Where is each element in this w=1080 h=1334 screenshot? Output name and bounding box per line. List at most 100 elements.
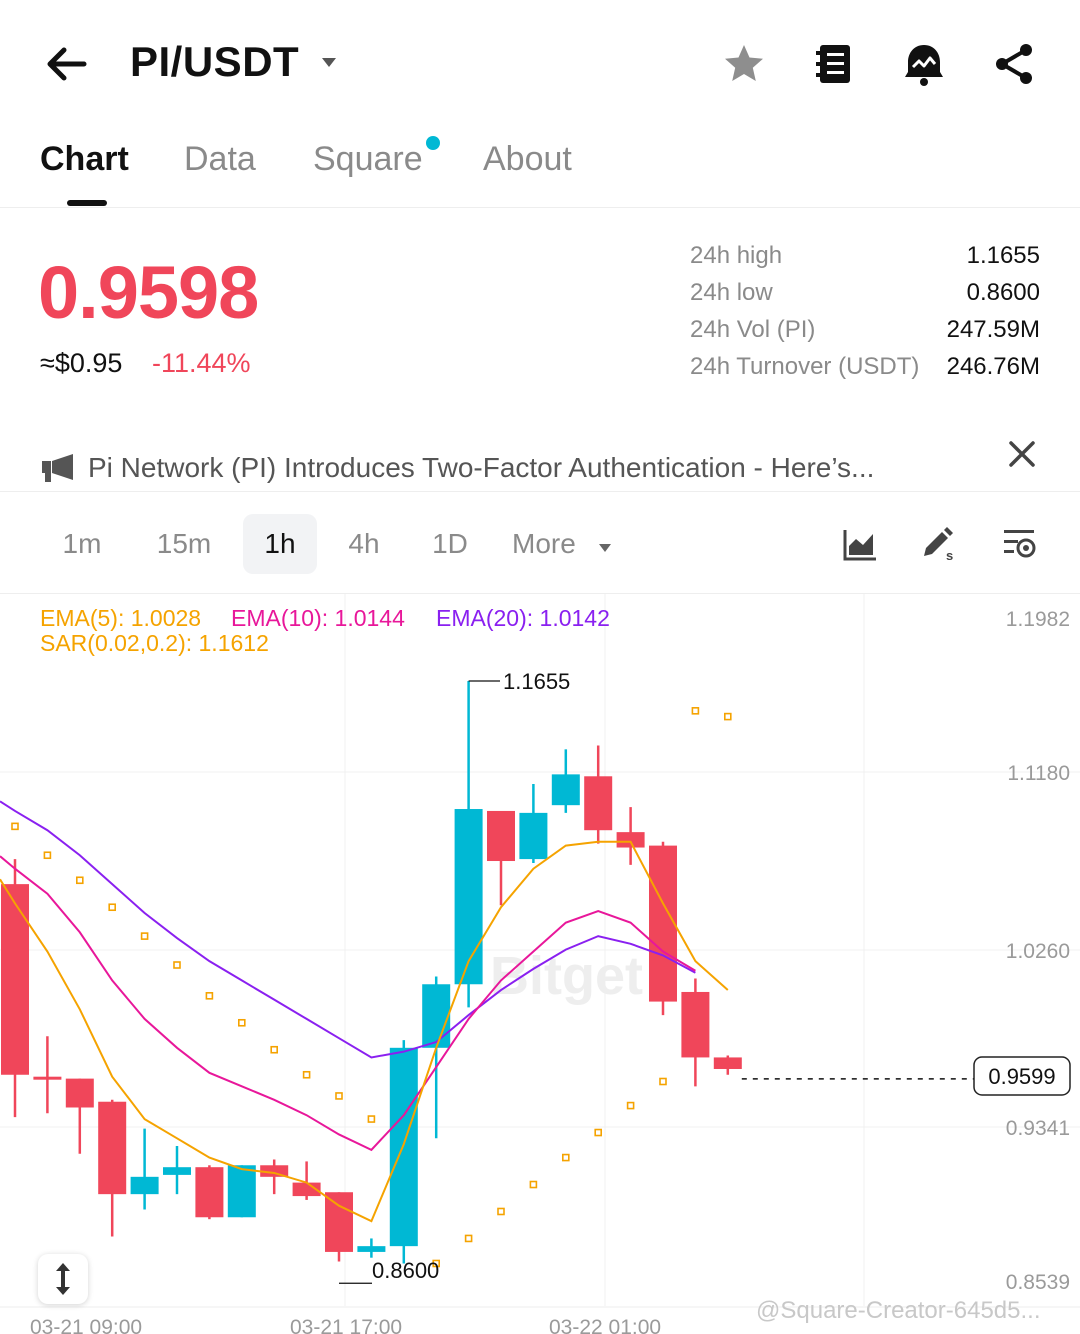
candle-body bbox=[551, 774, 580, 806]
candle-body bbox=[713, 1057, 742, 1069]
candle-body bbox=[227, 1165, 256, 1218]
sar-dot bbox=[691, 707, 700, 715]
ema5-line bbox=[0, 840, 729, 1223]
news-banner[interactable]: Pi Network (PI) Introduces Two-Factor Au… bbox=[0, 430, 1080, 492]
x-tick-label: 03-22 01:00 bbox=[549, 1316, 661, 1334]
more-dropdown-icon[interactable] bbox=[598, 540, 612, 552]
tab-square[interactable]: Square bbox=[313, 140, 423, 178]
last-price-tag bbox=[973, 1056, 1071, 1096]
candle-body bbox=[681, 991, 710, 1058]
ema5-label: EMA(5): 1.0028 bbox=[40, 605, 201, 631]
candle-body bbox=[163, 1167, 191, 1175]
stat-value-low: 0.8600 bbox=[966, 279, 1040, 306]
tab-about[interactable]: About bbox=[483, 140, 572, 178]
candlestick-chart[interactable]: Bitget EMA(5): 1.0028 EMA(10): 1.0144 EM… bbox=[0, 594, 1080, 1334]
sar-dot bbox=[335, 1092, 343, 1100]
sar-dot bbox=[367, 1115, 376, 1123]
square-notification-dot bbox=[426, 136, 440, 150]
notebook-icon[interactable] bbox=[810, 40, 858, 88]
ema-lines bbox=[0, 800, 729, 1223]
creator-watermark: @Square-Creator-645d5... bbox=[756, 1297, 1041, 1324]
alert-bell-icon[interactable] bbox=[900, 40, 948, 88]
news-headline[interactable]: Pi Network (PI) Introduces Two-Factor Au… bbox=[88, 452, 875, 483]
price-annotations bbox=[339, 680, 974, 1284]
price-change-percent: -11.44% bbox=[152, 348, 251, 378]
trading-pair-title[interactable]: PI/USDT bbox=[130, 38, 300, 85]
chart-grid bbox=[0, 594, 1080, 1308]
sar-dot bbox=[108, 903, 116, 912]
candle-body bbox=[649, 845, 677, 1002]
sar-dot bbox=[723, 712, 732, 721]
stat-label-high: 24h high bbox=[690, 242, 783, 269]
y-tick-label: 1.1180 bbox=[1007, 762, 1070, 785]
vertical-expand-icon bbox=[56, 1263, 70, 1295]
sar-dot bbox=[76, 876, 84, 885]
candle-body bbox=[389, 1047, 418, 1247]
sar-dot bbox=[594, 1128, 603, 1137]
candle-body bbox=[357, 1246, 386, 1252]
x-tick-label: 03-21 17:00 bbox=[290, 1316, 402, 1334]
sar-dot bbox=[11, 822, 19, 831]
candle-body bbox=[130, 1176, 159, 1195]
last-price-tag-label: 0.9599 bbox=[988, 1064, 1055, 1089]
close-icon[interactable] bbox=[1004, 436, 1040, 472]
sar-dot bbox=[626, 1101, 635, 1110]
sar-dot bbox=[529, 1180, 538, 1189]
candle-body bbox=[260, 1165, 289, 1177]
sar-dot bbox=[561, 1153, 570, 1162]
candle-body bbox=[1, 884, 29, 1075]
interval-15m[interactable]: 15m bbox=[156, 528, 212, 559]
megaphone-icon bbox=[40, 452, 76, 484]
candle-body bbox=[195, 1167, 224, 1218]
drawing-tool-icon[interactable]: s bbox=[920, 526, 956, 563]
interval-1m[interactable]: 1m bbox=[62, 528, 102, 559]
tab-chart[interactable]: Chart bbox=[40, 140, 129, 178]
high-price-label: 1.1655 bbox=[503, 669, 570, 694]
candle-body bbox=[422, 984, 451, 1048]
expand-chart-button[interactable] bbox=[38, 1254, 88, 1304]
y-tick-label: 0.8539 bbox=[1006, 1271, 1070, 1294]
candles bbox=[1, 680, 742, 1264]
sar-dot bbox=[173, 961, 181, 969]
candle-body bbox=[584, 776, 613, 831]
svg-text:s: s bbox=[946, 548, 953, 562]
interval-1d[interactable]: 1D bbox=[432, 528, 468, 559]
sar-dot bbox=[432, 1259, 441, 1268]
sar-dot bbox=[659, 1077, 667, 1086]
main-tabs: Chart Data Square About bbox=[0, 128, 1080, 208]
interval-1h[interactable]: 1h bbox=[243, 514, 317, 574]
interval-more[interactable]: More bbox=[512, 528, 576, 559]
candle-body bbox=[33, 1076, 62, 1080]
candle-body bbox=[487, 810, 515, 862]
candle-body bbox=[519, 812, 548, 860]
tab-data[interactable]: Data bbox=[184, 140, 256, 178]
sar-dot bbox=[270, 1045, 279, 1054]
sar-label: SAR(0.02,0.2): 1.1612 bbox=[40, 630, 269, 656]
sar-dot bbox=[238, 1018, 246, 1027]
candle-body bbox=[616, 832, 645, 848]
pair-dropdown-icon[interactable] bbox=[320, 56, 338, 70]
sar-dots bbox=[11, 707, 732, 1268]
y-tick-label: 1.1982 bbox=[1006, 608, 1070, 631]
low-price-label: 0.8600 bbox=[372, 1258, 439, 1283]
ema20-line bbox=[0, 800, 696, 1059]
active-tab-indicator bbox=[67, 200, 107, 206]
candle-body bbox=[292, 1182, 321, 1197]
chart-watermark-logo: Bitget bbox=[490, 946, 643, 1006]
sar-dot bbox=[464, 1234, 473, 1243]
indicator-settings-icon[interactable] bbox=[1002, 526, 1038, 562]
stat-label-low: 24h low bbox=[690, 279, 773, 306]
stat-label-vol: 24h Vol (PI) bbox=[690, 316, 816, 343]
back-arrow-icon[interactable] bbox=[40, 38, 92, 90]
share-icon[interactable] bbox=[990, 40, 1038, 88]
star-icon[interactable] bbox=[720, 40, 768, 88]
y-tick-label: 0.9341 bbox=[1006, 1117, 1070, 1140]
candle-body bbox=[98, 1101, 127, 1195]
interval-4h[interactable]: 4h bbox=[348, 528, 380, 559]
y-tick-label: 1.0260 bbox=[1006, 940, 1070, 963]
chart-type-icon[interactable] bbox=[842, 526, 878, 562]
sar-dot bbox=[140, 932, 149, 940]
last-price: 0.9598 bbox=[38, 251, 259, 334]
candle-body bbox=[454, 809, 483, 985]
price-in-usd: ≈$0.95 bbox=[40, 348, 123, 378]
